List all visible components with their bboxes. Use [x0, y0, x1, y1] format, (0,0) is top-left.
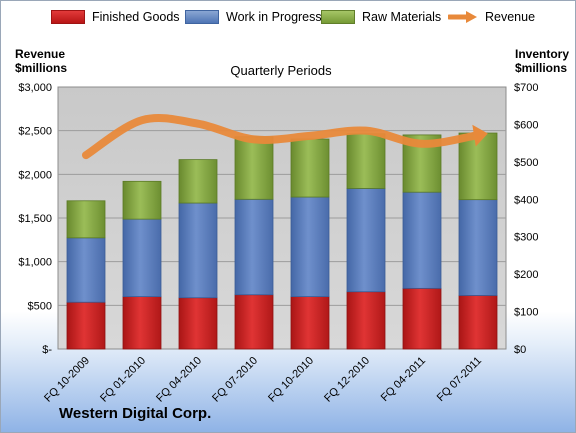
left-tick-label: $2,500: [18, 126, 52, 138]
finished-goods-bar: [66, 301, 106, 350]
revenue-arrow-icon: [448, 11, 477, 23]
raw-materials-bar: [234, 136, 274, 200]
x-tick-label: FQ 10-2009: [42, 355, 92, 405]
x-tick-label: FQ 07-2011: [435, 355, 484, 404]
work-in-progress-bar: [234, 198, 274, 296]
right-tick-label: $300: [514, 232, 538, 244]
left-tick-label: $1,500: [18, 213, 52, 225]
legend-finished-goods: Finished Goods: [51, 10, 180, 24]
raw-materials-bar: [122, 180, 162, 220]
left-tick-label: $2,000: [18, 169, 52, 181]
right-tick-label: $0: [514, 344, 526, 356]
right-tick-label: $500: [514, 157, 538, 169]
left-axis-title-line2: $millions: [15, 61, 68, 75]
finished-goods-bar: [290, 296, 330, 350]
work-in-progress-bar: [346, 188, 386, 293]
legend-raw-materials-label: Raw Materials: [362, 10, 442, 24]
finished-goods-bar: [402, 287, 442, 350]
work-in-progress-bar: [402, 191, 442, 289]
revenue-line: [82, 114, 488, 160]
x-tick-label: FQ 10-2010: [266, 355, 316, 405]
left-axis-title: Revenue $millions: [15, 47, 67, 75]
right-tick-label: $400: [514, 194, 538, 206]
revenue-line-path: [82, 114, 482, 160]
work-in-progress-swatch: [185, 10, 219, 24]
company-name: Western Digital Corp.: [59, 405, 212, 422]
x-tick-label: FQ 12-2010: [322, 355, 372, 405]
x-tick-label: FQ 04-2010: [154, 355, 204, 405]
finished-goods-bar: [122, 296, 162, 350]
x-tick-label: FQ 07-2010: [210, 355, 260, 405]
x-axis-ticks: FQ 10-2009 FQ 01-2010 FQ 04-2010 FQ 07-2010…: [42, 355, 484, 405]
finished-goods-swatch: [51, 10, 85, 24]
x-tick-label: FQ 01-2010: [98, 355, 148, 405]
right-tick-label: $700: [514, 82, 538, 94]
legend-finished-goods-label: Finished Goods: [92, 10, 180, 24]
right-axis-title-line2: $millions: [515, 61, 568, 75]
legend-work-in-progress-label: Work in Progress: [226, 10, 322, 24]
left-tick-label: $1,000: [18, 257, 52, 269]
finished-goods-bar: [178, 297, 218, 350]
right-axis-title-line1: Inventory: [515, 47, 570, 61]
work-in-progress-bar: [290, 196, 330, 297]
work-in-progress-bar: [178, 202, 218, 299]
left-tick-label: $-: [42, 344, 52, 356]
legend-work-in-progress: Work in Progress: [185, 10, 322, 24]
finished-goods-bar: [346, 291, 386, 350]
revenue-arrowhead: [472, 124, 488, 147]
finished-goods-bar: [234, 294, 274, 350]
right-tick-label: $100: [514, 307, 538, 319]
left-axis-ticks: $- $500 $1,000 $1,500 $2,000 $2,500 $3,000: [18, 82, 52, 356]
finished-goods-bar: [458, 295, 498, 350]
raw-materials-bar: [178, 159, 218, 204]
work-in-progress-bar: [122, 218, 162, 298]
work-in-progress-bar: [66, 237, 106, 303]
legend: Finished Goods Work in Progress Raw Mate…: [1, 10, 575, 30]
raw-materials-swatch: [321, 10, 355, 24]
legend-revenue-label: Revenue: [485, 10, 536, 24]
raw-materials-bar: [458, 132, 498, 201]
right-axis-ticks: $0 $100 $200 $300 $400 $500 $600 $700: [514, 82, 538, 356]
left-tick-label: $500: [28, 300, 52, 312]
legend-raw-materials: Raw Materials: [321, 10, 441, 24]
right-axis-title: Inventory $millions: [515, 47, 569, 75]
right-tick-label: $600: [514, 119, 538, 131]
x-tick-label: FQ 04-2011: [379, 355, 428, 404]
right-tick-label: $200: [514, 269, 538, 281]
raw-materials-bar: [346, 133, 386, 189]
legend-revenue: Revenue: [448, 10, 535, 24]
chart-subtitle: Quarterly Periods: [230, 63, 332, 78]
raw-materials-bar: [66, 200, 106, 239]
left-axis-title-line1: Revenue: [15, 47, 66, 61]
work-in-progress-bar: [458, 199, 498, 296]
left-tick-label: $3,000: [18, 82, 52, 94]
raw-materials-bar: [290, 138, 330, 198]
